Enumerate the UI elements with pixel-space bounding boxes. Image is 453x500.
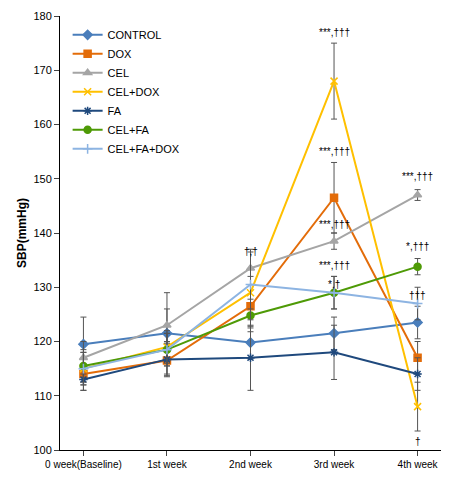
svg-text:130: 130 (33, 281, 51, 293)
svg-text:†††: ††† (409, 290, 426, 301)
svg-text:150: 150 (33, 173, 51, 185)
svg-text:*,†††: *,††† (406, 241, 429, 252)
svg-text:***,†††: ***,††† (402, 171, 433, 182)
svg-text:140: 140 (33, 227, 51, 239)
svg-text:180: 180 (33, 10, 51, 22)
svg-text:DOX: DOX (108, 48, 132, 60)
svg-text:FA: FA (108, 105, 122, 117)
svg-text:170: 170 (33, 64, 51, 76)
svg-text:2nd week: 2nd week (229, 459, 273, 470)
svg-text:†,†: †,† (244, 246, 258, 257)
svg-text:CEL+FA: CEL+FA (108, 124, 150, 136)
svg-text:160: 160 (33, 118, 51, 130)
svg-text:SBP(mmHg): SBP(mmHg) (15, 198, 29, 268)
svg-text:CEL: CEL (108, 67, 129, 79)
svg-text:110: 110 (34, 390, 52, 402)
svg-text:1st week: 1st week (147, 459, 187, 470)
svg-text:3rd week: 3rd week (314, 459, 356, 470)
svg-text:CONTROL: CONTROL (108, 29, 162, 41)
svg-text:100: 100 (33, 444, 51, 456)
svg-text:***,†††: ***,††† (319, 260, 350, 271)
svg-text:*,†: *,† (328, 279, 340, 290)
svg-text:120: 120 (33, 335, 51, 347)
svg-text:†: † (415, 436, 421, 447)
svg-text:0 week(Baseline): 0 week(Baseline) (45, 459, 122, 470)
svg-text:CEL+FA+DOX: CEL+FA+DOX (108, 143, 180, 155)
svg-text:***,†††: ***,††† (319, 146, 350, 157)
svg-text:***,†††: ***,††† (319, 219, 350, 230)
svg-text:***,†††: ***,††† (319, 27, 350, 38)
svg-text:CEL+DOX: CEL+DOX (108, 86, 160, 98)
svg-text:4th week: 4th week (398, 459, 439, 470)
